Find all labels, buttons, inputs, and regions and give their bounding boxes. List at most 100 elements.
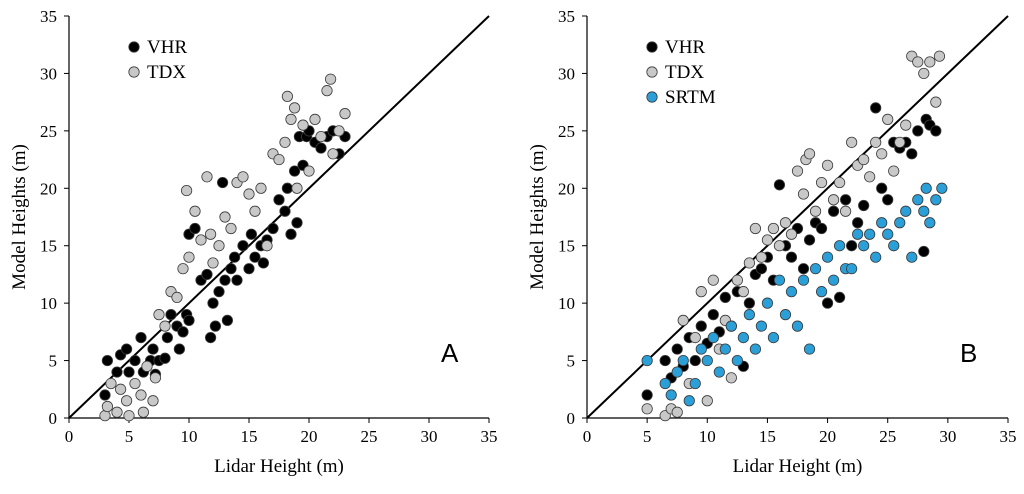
data-point-srtm [900, 205, 912, 217]
data-point-tdx [285, 113, 297, 125]
data-point-srtm [785, 286, 798, 298]
x-tick-label: 25 [879, 427, 896, 446]
data-point-vhr [695, 320, 707, 332]
data-point-vhr [870, 102, 882, 114]
data-point-srtm [695, 343, 707, 355]
data-point-tdx [243, 188, 255, 200]
data-point-tdx [803, 148, 816, 160]
data-point-tdx [327, 148, 339, 160]
data-point-vhr [225, 263, 237, 275]
data-point-srtm [809, 263, 822, 275]
data-point-srtm [641, 354, 653, 367]
data-point-tdx [213, 240, 225, 252]
data-point-tdx [321, 85, 333, 97]
data-point-srtm [779, 309, 792, 321]
data-point-tdx [749, 222, 762, 235]
data-point-tdx [324, 73, 337, 85]
data-point-tdx [181, 184, 193, 197]
legend: VHR TDX SRTM [646, 37, 716, 108]
data-point-vhr [821, 297, 834, 309]
data-point-vhr [785, 251, 798, 263]
x-axis-title: Lidar Height (m) [214, 456, 344, 477]
data-point-vhr [707, 309, 719, 321]
data-point-tdx [205, 228, 217, 240]
data-point-srtm [689, 377, 701, 390]
series-vhr [641, 102, 942, 401]
y-axis-title: Model Heights (m) [527, 144, 548, 290]
data-point-vhr [833, 291, 846, 303]
data-point-tdx [809, 205, 822, 217]
data-point-vhr [876, 182, 888, 194]
data-point-tdx [111, 406, 123, 418]
data-point-vhr [221, 314, 233, 326]
data-point-vhr [912, 125, 924, 137]
data-point-srtm [821, 251, 834, 263]
legend-label-tdx: TDX [665, 62, 704, 83]
data-point-vhr [659, 354, 671, 367]
y-tick-label: 20 [40, 179, 57, 198]
y-tick-label: 15 [40, 237, 57, 256]
data-point-tdx [689, 331, 701, 344]
x-tick-label: 35 [1000, 427, 1017, 446]
data-point-vhr [918, 245, 930, 258]
data-point-vhr [279, 205, 291, 217]
data-point-srtm [731, 354, 743, 367]
data-point-vhr [267, 222, 279, 235]
y-tick-label: 30 [558, 64, 575, 83]
y-tick-label: 10 [558, 294, 575, 313]
data-point-srtm [683, 395, 695, 407]
data-point-tdx [864, 171, 876, 183]
data-point-vhr [229, 251, 241, 263]
data-point-tdx [779, 217, 792, 229]
data-point-srtm [924, 217, 936, 229]
data-point-vhr [183, 314, 195, 326]
series-tdx [99, 73, 351, 422]
data-point-srtm [707, 331, 719, 344]
data-point-vhr [846, 240, 858, 252]
data-point-tdx [121, 395, 133, 407]
data-point-tdx [99, 410, 111, 422]
data-point-vhr [315, 142, 327, 154]
x-axis-title: Lidar Height (m) [733, 456, 863, 477]
data-point-vhr [165, 309, 177, 321]
data-point-srtm [797, 274, 810, 286]
data-point-vhr [827, 205, 840, 217]
data-point-srtm [906, 251, 918, 263]
data-point-tdx [743, 257, 755, 269]
data-point-vhr [217, 176, 229, 189]
y-tick-label: 5 [567, 352, 576, 371]
y-tick-label: 5 [49, 352, 58, 371]
data-point-tdx [761, 234, 774, 246]
x-tick-label: 30 [421, 427, 438, 446]
data-point-tdx [177, 263, 189, 275]
data-point-tdx [105, 377, 117, 390]
data-point-vhr [288, 165, 301, 177]
data-point-tdx [695, 286, 707, 298]
data-point-vhr [641, 389, 653, 401]
data-point-vhr [858, 199, 870, 212]
y-tick-label: 15 [558, 237, 575, 256]
y-tick-label: 25 [558, 122, 575, 141]
x-tick-label: 0 [65, 427, 74, 446]
data-point-vhr [245, 228, 257, 240]
data-point-tdx [827, 194, 840, 206]
data-point-srtm [773, 274, 786, 286]
data-point-tdx [101, 400, 114, 413]
legend-marker-vhr [646, 41, 658, 53]
data-point-vhr [147, 343, 159, 355]
data-point-srtm [677, 354, 689, 367]
series-srtm [641, 182, 948, 407]
data-point-vhr [135, 331, 147, 344]
data-point-tdx [821, 159, 834, 171]
panel-label: A [441, 338, 459, 368]
legend: VHR TDX [128, 37, 187, 83]
data-point-srtm [659, 377, 671, 390]
data-point-tdx [882, 113, 894, 125]
x-tick-label: 5 [125, 427, 134, 446]
y-tick-label: 20 [558, 179, 575, 198]
data-point-tdx [281, 90, 293, 103]
data-point-vhr [273, 194, 285, 206]
data-point-tdx [876, 148, 888, 160]
data-point-tdx [773, 240, 786, 252]
